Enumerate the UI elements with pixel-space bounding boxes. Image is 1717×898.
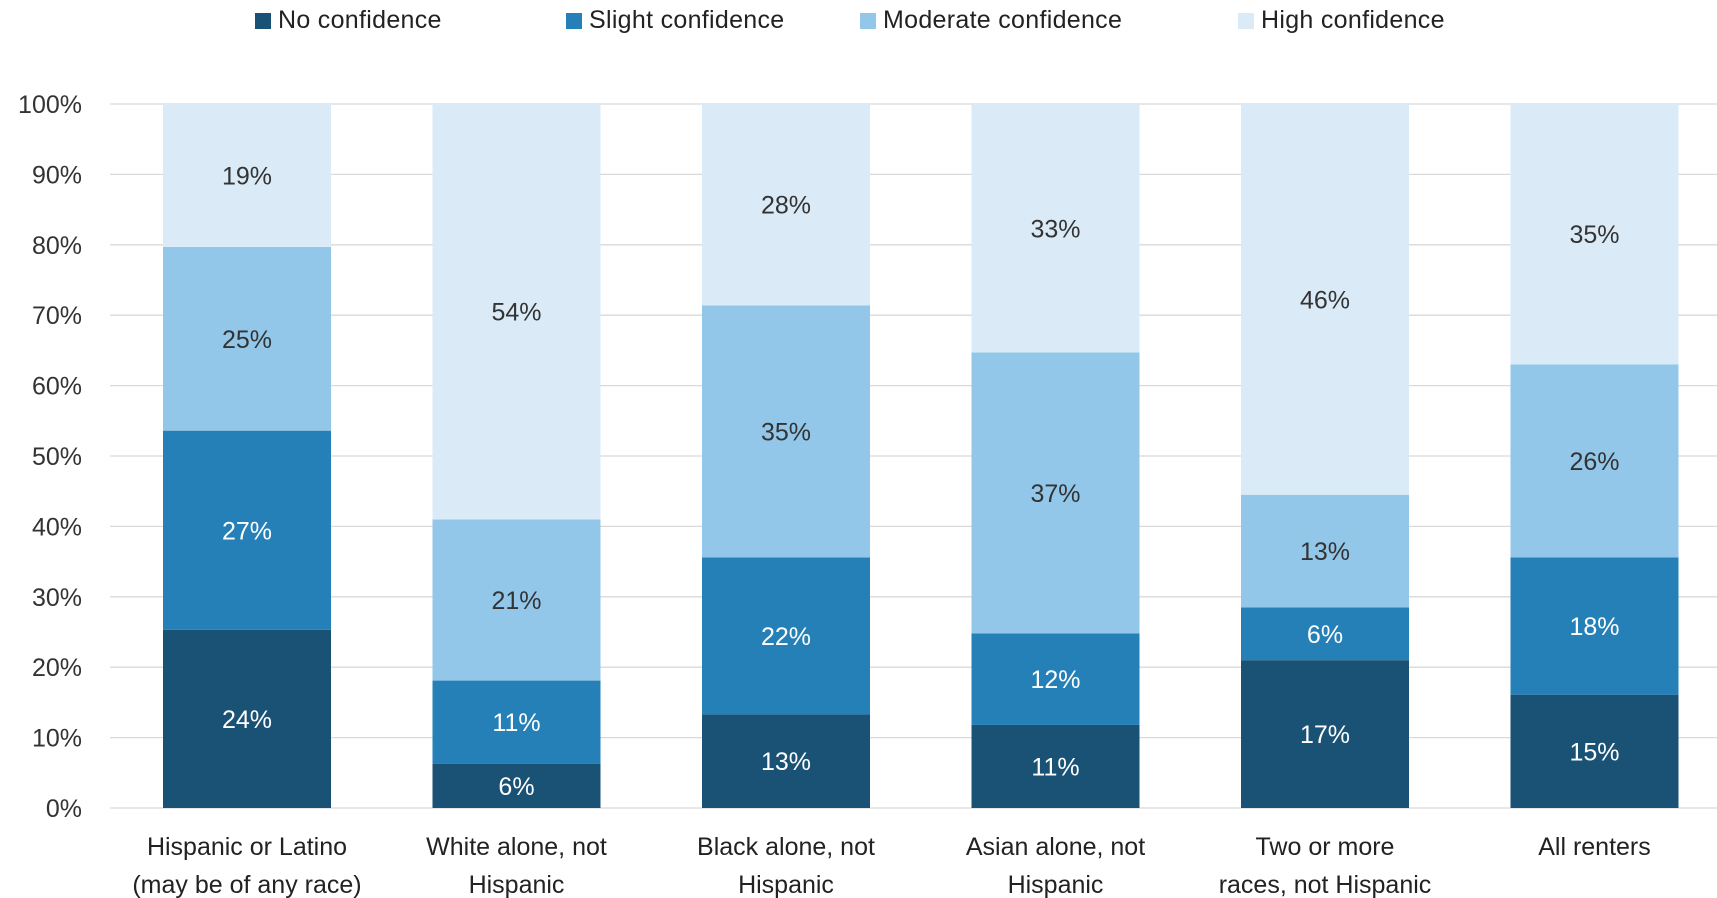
- legend-item: No confidence: [255, 6, 442, 35]
- data-label: 11%: [1031, 753, 1079, 781]
- legend-item: High confidence: [1238, 6, 1445, 35]
- data-label: 13%: [1300, 538, 1350, 566]
- bar-segment: [1241, 104, 1409, 495]
- legend-swatch: [566, 12, 582, 29]
- x-tick-label: races, not Hispanic: [1219, 871, 1432, 898]
- bar-segment: [971, 352, 1140, 634]
- data-label: 35%: [761, 418, 811, 446]
- y-tick-label: 10%: [32, 725, 82, 753]
- y-axis: 0% 10% 20% 30% 40% 50% 60% 70% 80% 90% 100%: [18, 91, 82, 823]
- data-label: 33%: [1030, 215, 1080, 243]
- legend-swatch: [1238, 12, 1254, 29]
- y-tick-label: 0%: [46, 795, 82, 823]
- data-label: 54%: [491, 299, 541, 327]
- bar-segment: [432, 519, 601, 681]
- x-tick-label: All renters: [1538, 833, 1651, 861]
- y-tick-label: 60%: [32, 373, 82, 401]
- bar-segment: [702, 714, 870, 808]
- y-tick-label: 50%: [32, 443, 82, 471]
- bars: 24% 27% 25% 19% 6% 11% 21% 54% 13% 22% 35% 28% 11% 12…: [163, 104, 1679, 808]
- x-tick-label: Hispanic: [469, 871, 565, 898]
- bar-segment: [971, 633, 1140, 725]
- data-label: 17%: [1300, 721, 1350, 749]
- bar-segment: [163, 246, 331, 431]
- bar-segment: [702, 104, 870, 306]
- bar-segment: [971, 724, 1140, 808]
- bar-segment: [1510, 364, 1679, 558]
- bar-segment: [432, 763, 601, 808]
- bar-segment: [1510, 557, 1679, 695]
- y-tick-label: 90%: [32, 161, 82, 189]
- bar-segment: [432, 104, 601, 520]
- bar-segment: [1241, 494, 1409, 608]
- x-tick-label: Asian alone, not: [966, 833, 1145, 861]
- bar-segment: [1241, 607, 1409, 661]
- data-label: 37%: [1030, 480, 1080, 508]
- bar-segment: [163, 104, 331, 247]
- x-tick-label: White alone, not: [426, 833, 607, 861]
- legend-item: Moderate confidence: [860, 6, 1122, 35]
- bar-segment: [702, 557, 870, 715]
- bar-segment: [1241, 660, 1409, 808]
- legend-label: No confidence: [278, 6, 442, 34]
- data-label: 19%: [222, 162, 272, 190]
- bar-segment: [971, 104, 1140, 353]
- data-label: 18%: [1569, 613, 1619, 641]
- data-label: 22%: [761, 623, 811, 651]
- bar-segment: [1510, 104, 1679, 365]
- x-tick-label: Black alone, not: [697, 833, 875, 861]
- x-tick-label: Hispanic: [1008, 871, 1104, 898]
- x-axis: Hispanic or Latino (may be of any race) Wh…: [132, 833, 1650, 898]
- x-tick-label: Hispanic: [738, 871, 834, 898]
- data-label: 11%: [492, 709, 540, 737]
- data-label: 13%: [761, 748, 811, 776]
- y-tick-label: 70%: [32, 302, 82, 330]
- data-label: 26%: [1569, 448, 1619, 476]
- data-label: 15%: [1569, 738, 1619, 766]
- data-label: 27%: [222, 517, 272, 545]
- legend: No confidence Slight confidence Moderate c…: [0, 2, 1717, 38]
- legend-swatch: [255, 12, 271, 29]
- x-tick-label: Two or more: [1256, 833, 1395, 861]
- bar-segment: [702, 305, 870, 558]
- data-label: 46%: [1300, 286, 1350, 314]
- bar-segment: [1510, 694, 1679, 808]
- legend-item: Slight confidence: [566, 6, 785, 35]
- data-label: 12%: [1030, 666, 1080, 694]
- legend-label: Slight confidence: [589, 6, 785, 34]
- bar-segment: [432, 680, 601, 764]
- y-tick-label: 20%: [32, 654, 82, 682]
- data-label: 25%: [222, 326, 272, 354]
- y-tick-label: 30%: [32, 584, 82, 612]
- y-tick-label: 100%: [18, 91, 82, 119]
- y-tick-label: 40%: [32, 513, 82, 541]
- legend-swatch: [860, 12, 876, 29]
- data-label: 21%: [491, 587, 541, 615]
- data-label: 35%: [1569, 221, 1619, 249]
- data-label: 6%: [1307, 621, 1343, 649]
- y-tick-label: 80%: [32, 232, 82, 260]
- data-label: 28%: [761, 192, 811, 220]
- data-label: 24%: [222, 706, 272, 734]
- data-label: 6%: [498, 773, 534, 801]
- gridlines: [110, 103, 1717, 809]
- bar-segment: [163, 629, 331, 808]
- x-tick-label: (may be of any race): [132, 871, 361, 898]
- legend-label: Moderate confidence: [883, 6, 1123, 34]
- x-tick-label: Hispanic or Latino: [147, 833, 347, 861]
- legend-label: High confidence: [1261, 6, 1445, 34]
- bar-segment: [163, 430, 331, 630]
